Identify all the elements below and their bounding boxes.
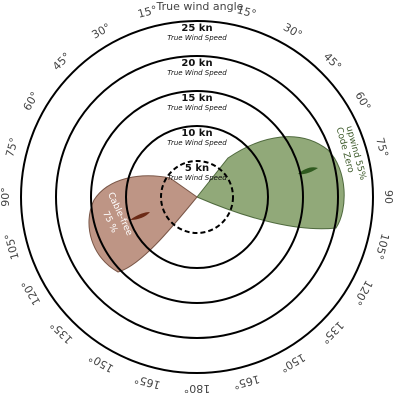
angle-label: 135°: [318, 318, 346, 346]
angle-label: 75°: [3, 136, 21, 158]
angle-label: 60°: [21, 90, 42, 113]
ring-speed: 20 kn: [181, 58, 212, 69]
angle-label: 105°: [372, 232, 391, 261]
ring-speed: 10 kn: [181, 128, 212, 139]
code-zero-area: [196, 136, 345, 230]
angle-label: 75°: [373, 136, 391, 158]
title: True wind angle: [156, 0, 244, 13]
angle-label: 135°: [48, 318, 76, 346]
speed-ring: [20, 20, 374, 374]
angle-label: 150°: [87, 351, 116, 376]
angle-label: 90: [382, 190, 395, 204]
angle-label: 90°: [0, 187, 12, 207]
ring-caption: True Wind Speed: [167, 69, 227, 77]
angle-label: 165°: [133, 372, 162, 391]
cable-free-icon: [130, 212, 150, 220]
ring-speed: 25 kn: [181, 23, 212, 34]
angle-label: 60°: [352, 90, 373, 113]
ring-speed: 15 kn: [181, 93, 212, 104]
angle-label: 15°: [136, 3, 158, 21]
angle-label: 15°: [235, 3, 257, 21]
angle-label: 120°: [351, 278, 376, 307]
angle-label: 105°: [2, 232, 21, 261]
angle-label: 150°: [278, 351, 307, 376]
speed-ring: [160, 160, 234, 234]
angle-label: 165°: [232, 372, 261, 391]
angle-label: 120°: [19, 278, 44, 307]
speed-ring: [55, 55, 339, 339]
angle-label: 180°: [184, 382, 211, 395]
speed-ring: [90, 90, 304, 304]
ring-caption: True Wind Speed: [167, 34, 227, 42]
ring-caption: True Wind Speed: [167, 104, 227, 112]
ring-caption: True Wind Speed: [167, 139, 227, 147]
angle-label: 45°: [321, 50, 344, 73]
angle-label: 30°: [281, 21, 304, 42]
angle-label: 45°: [50, 50, 73, 73]
cable-free-area: [88, 175, 198, 273]
ring-speed: 5 kn: [185, 163, 209, 174]
angle-label: 30°: [90, 21, 113, 42]
ring-caption: True Wind Speed: [167, 174, 227, 182]
speed-ring: [125, 125, 269, 269]
code-zero-icon: [298, 167, 318, 175]
